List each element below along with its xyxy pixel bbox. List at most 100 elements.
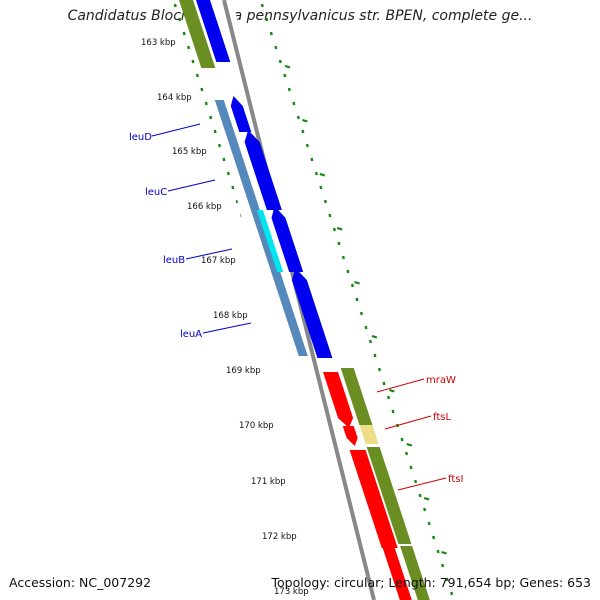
tick-mark-major [319, 172, 326, 177]
label-leader [397, 477, 447, 491]
kbp-label: 166 kbp [187, 202, 222, 212]
cds-mraW [323, 372, 354, 428]
label-leader [376, 378, 425, 393]
tick-mark [178, 17, 182, 22]
tick-mark [432, 535, 436, 540]
gene-label-leuD: leuD [129, 132, 152, 143]
tick-mark [369, 339, 372, 344]
gene-label-ftsL: ftsL [433, 412, 451, 423]
tick-mark-major [371, 334, 378, 339]
kbp-label: 164 kbp [157, 93, 192, 103]
kbp-label: 170 kbp [239, 421, 274, 431]
cds-top [196, 0, 231, 62]
tick-mark-major [284, 64, 291, 69]
tick-mark [278, 59, 282, 64]
label-leader [167, 179, 216, 192]
gene-label-mraW: mraW [426, 375, 456, 386]
cds-leuA [291, 268, 333, 358]
olive-gene-top [179, 0, 216, 68]
pale-ftsL [359, 425, 379, 444]
tick-mark [355, 297, 359, 302]
tick-mark [405, 451, 409, 456]
gene-labels: leuD leuC leuB leuA mraW ftsL ftsI [129, 123, 463, 491]
label-leader [151, 123, 201, 137]
tick-mark [400, 437, 404, 442]
tick-mark [222, 157, 226, 162]
accession-label: Accession: NC_007292 [9, 575, 152, 590]
tick-mark [337, 241, 341, 246]
tick-mark [213, 129, 217, 134]
kbp-label: 168 kbp [213, 311, 248, 321]
tick-mark [182, 31, 186, 36]
cds-leuD [230, 96, 252, 132]
tick-mark [414, 479, 418, 484]
tick-mark [323, 199, 327, 204]
kbp-label: 171 kbp [251, 477, 286, 487]
tick-mark [346, 269, 350, 274]
cds-leuC [244, 130, 282, 210]
tick-mark [409, 465, 413, 470]
tick-mark [378, 367, 381, 372]
topology-summary: Topology: circular; Length: 791,654 bp; … [271, 575, 592, 590]
gene-label-leuB: leuB [163, 255, 185, 266]
gene-label-leuC: leuC [145, 187, 167, 198]
tick-mark [292, 101, 296, 106]
label-leader [384, 415, 432, 430]
tick-mark [450, 591, 454, 596]
tick-mark [391, 409, 395, 414]
tick-mark-major [423, 496, 430, 501]
tick-mark [418, 493, 422, 498]
gene-highlight-leuB [256, 210, 284, 272]
tick-mark [283, 73, 287, 78]
label-leader [185, 248, 233, 260]
tick-mark [173, 3, 177, 8]
tick-mark [364, 325, 368, 330]
tick-mark-major [354, 280, 360, 285]
gene-label-leuA: leuA [180, 329, 202, 340]
kbp-label: 165 kbp [172, 147, 207, 157]
kbp-label: 163 kbp [141, 38, 176, 48]
tick-mark [195, 73, 199, 78]
tick-mark [260, 3, 264, 8]
tick-mark [301, 129, 305, 134]
olive-ftsI [366, 447, 412, 544]
tick-mark [296, 115, 300, 120]
tick-mark-major [389, 388, 395, 393]
tick-mark [265, 17, 269, 22]
gene-track-leu [214, 100, 308, 356]
tick-mark [200, 87, 204, 92]
tick-mark-major [336, 226, 343, 231]
tick-mark [341, 255, 345, 260]
gene-features [179, 0, 430, 600]
kbp-label: 167 kbp [201, 256, 236, 266]
tick-mark-major [406, 442, 413, 447]
cds-ftsL [342, 426, 358, 446]
tick-mark [441, 563, 445, 568]
tick-mark [350, 283, 354, 288]
tick-mark [382, 381, 386, 386]
tick-mark [287, 87, 291, 92]
tick-mark [445, 577, 449, 582]
tick-mark [373, 353, 377, 358]
tick-mark [423, 507, 427, 512]
kbp-scale-labels: 163 kbp 164 kbp 165 kbp 166 kbp 167 kbp 168 k… [141, 38, 309, 597]
cds-ftsI [349, 450, 398, 548]
tick-mark-major [302, 118, 308, 123]
tick-mark [427, 521, 431, 526]
kbp-label: 173 kbp [274, 587, 309, 597]
tick-mark [305, 143, 309, 148]
tick-mark [191, 59, 195, 64]
tick-mark-major [441, 550, 447, 555]
kbp-label: 169 kbp [226, 366, 261, 376]
tick-mark [332, 227, 336, 232]
tick-mark [235, 199, 239, 204]
tick-mark [274, 45, 278, 50]
olive-bottom [400, 546, 430, 600]
tick-mark [269, 31, 273, 36]
tick-mark [204, 101, 208, 106]
tick-mark [310, 157, 314, 162]
tick-mark [226, 171, 230, 176]
tick-mark [328, 213, 332, 218]
kbp-label: 172 kbp [262, 532, 297, 542]
